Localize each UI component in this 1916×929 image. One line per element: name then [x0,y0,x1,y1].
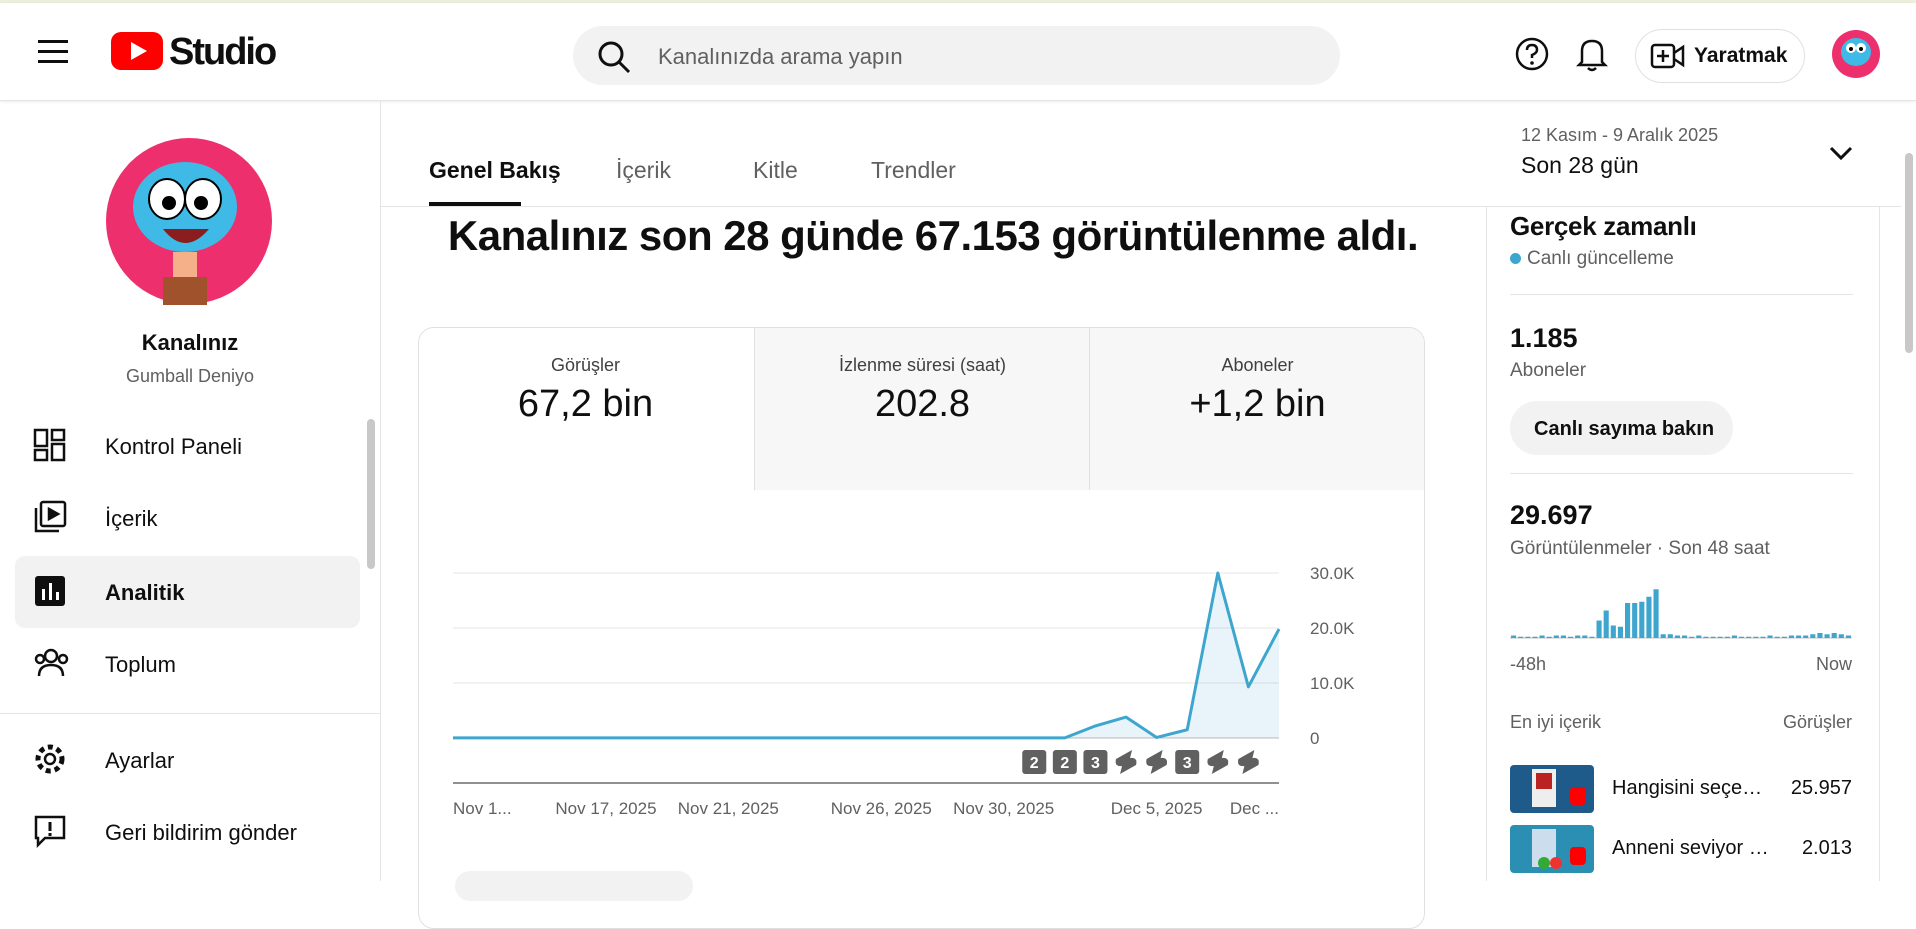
views-count: 29.697 [1510,500,1593,530]
tab[interactable]: Genel Bakış [429,157,561,183]
nav-community[interactable]: Toplum [15,628,360,700]
tab[interactable]: Trendler [871,157,956,183]
metric-value: +1,2 bin [1189,383,1326,425]
date-dropdown[interactable] [1828,144,1854,162]
tab[interactable]: Kitle [753,157,798,183]
account-avatar[interactable] [1831,29,1881,79]
settings-icon [35,744,65,774]
content-icon [34,500,67,533]
metric-tab[interactable]: Görüşler 67,2 bin [419,328,753,490]
views-label: Görüntülenmeler · Son 48 saat [1510,538,1770,559]
menu-button[interactable] [38,39,70,65]
button-label: Canlı sayıma bakın [1534,418,1715,440]
search-placeholder: Kanalınızda arama yapın [658,44,903,69]
tab-underline [429,202,521,206]
metric-value: 202.8 [874,383,971,425]
top-content-views: 2.013 [1801,837,1852,859]
nav-content[interactable]: İçerik [15,482,360,554]
metric-label: İzlenme süresi (saat) [838,355,1007,375]
sidebar-divider [0,713,380,714]
create-button[interactable]: Yaratmak [1635,29,1805,83]
nav-label: İçerik [105,506,158,531]
top-strip [0,0,1916,3]
sidebar-scrollbar[interactable] [367,419,375,569]
divider [1510,473,1853,474]
create-icon [1650,43,1685,69]
nav-label: Analitik [105,580,185,605]
date-range: 12 Kasım - 9 Aralık 2025 [1521,125,1719,145]
subscriber-count: 1.185 [1510,323,1578,353]
sidebar: Kanalınız Gumball Deniyo Kontrol Paneli … [0,101,381,881]
notifications-button[interactable] [1575,35,1609,73]
headline: Kanalınız son 28 günde 67.153 görüntülen… [447,212,1419,259]
community-icon [34,648,69,677]
realtime-title: Gerçek zamanlı [1510,211,1697,241]
realtime-panel [1486,207,1880,881]
nav-dashboard[interactable]: Kontrol Paneli [15,410,360,482]
header: Studio Kanalınızda arama yapın Yaratmak [0,3,1916,101]
top-content-metric: Görüşler [1782,712,1852,732]
analytics-icon [35,576,65,606]
logo-text: Studio [169,31,277,73]
tab-divider [381,206,1901,207]
search-box[interactable]: Kanalınızda arama yapın [573,26,1340,85]
metric-label: Aboneler [1221,355,1294,375]
subscriber-label: Aboneler [1510,360,1587,381]
nav-label: Kontrol Paneli [105,434,242,459]
metric-tab[interactable]: İzlenme süresi (saat) 202.8 [754,328,1090,490]
nav-analytics[interactable]: Analitik [15,556,360,628]
nav-label: Toplum [105,652,176,677]
metric-value: 67,2 bin [517,383,654,425]
metric-label: Görüşler [550,355,621,375]
top-content-views: 25.957 [1790,777,1852,799]
top-content-title[interactable]: Anneni seviyor … [1612,837,1769,859]
youtube-logo[interactable] [111,32,163,70]
page-scrollbar[interactable] [1905,153,1913,353]
channel-name: Gumball Deniyo [125,366,255,386]
create-label: Yaratmak [1694,44,1788,67]
metrics-card: Görüşler 67,2 bin İzlenme süresi (saat) 20… [418,327,1425,929]
top-content-title[interactable]: Hangisini seçe… [1612,777,1763,799]
thumbnail[interactable] [1510,825,1594,873]
thumbnail[interactable] [1510,765,1594,813]
channel-title: Kanalınız [141,330,239,355]
feedback-icon [34,815,66,848]
live-dot [1510,253,1521,264]
live-status: Canlı güncelleme [1527,248,1674,269]
live-count-button[interactable]: Canlı sayıma bakın [1510,401,1733,455]
nav-label: Ayarlar [105,748,175,773]
nav-label: Geri bildirim gönder [105,820,297,845]
see-more-button[interactable] [455,871,693,901]
top-content-label: En iyi içerik [1510,712,1602,732]
date-label[interactable]: Son 28 gün [1521,152,1639,178]
channel-avatar[interactable] [105,137,273,305]
divider [1510,294,1853,295]
help-button[interactable] [1514,36,1550,72]
dashboard-icon [33,428,66,462]
tab[interactable]: İçerik [616,157,671,183]
metric-tab[interactable]: Aboneler +1,2 bin [1089,328,1424,490]
nav-settings[interactable]: Ayarlar [15,724,360,796]
search-icon [598,41,631,74]
nav-feedback[interactable]: Geri bildirim gönder [15,796,360,868]
